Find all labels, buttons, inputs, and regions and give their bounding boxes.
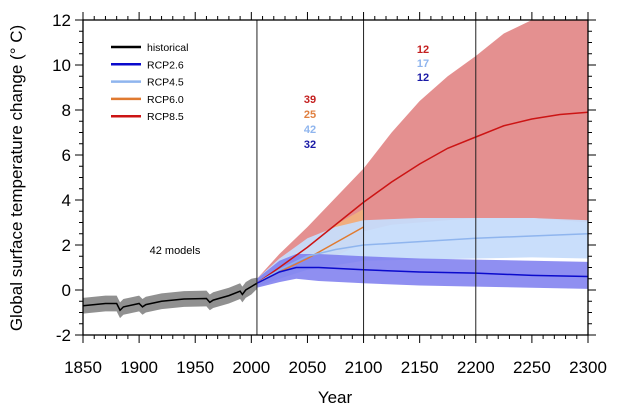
model-count: 39: [304, 94, 316, 106]
model-count-annotations: 39 25 42 32 12 17 12: [304, 44, 429, 151]
axis-ticks: 1850 1900 1950 2000 2050 2100 2150 2200 2250 2300…: [52, 11, 607, 377]
x-tick-label: 2250: [513, 358, 551, 377]
period-dividers: [256, 20, 477, 335]
legend: historical RCP2.6 RCP4.5 RCP6.0 RCP8.5: [111, 42, 188, 123]
legend-label: RCP4.5: [147, 77, 184, 89]
historical-models-annotation: 42 models: [150, 245, 201, 257]
y-tick-label: 0: [62, 281, 71, 300]
line-historical: [82, 282, 258, 312]
x-tick-label: 2000: [232, 358, 270, 377]
x-axis-label: Year: [318, 388, 353, 407]
y-tick-label: 10: [52, 56, 71, 75]
x-tick-label: 2050: [289, 358, 327, 377]
legend-label: RCP8.5: [147, 111, 184, 123]
x-tick-label: 2200: [457, 358, 495, 377]
y-tick-label: -2: [56, 326, 71, 345]
band-rcp85: [256, 20, 588, 287]
band-historical: [83, 277, 257, 319]
x-tick-label: 2100: [345, 358, 383, 377]
model-count: 32: [304, 139, 316, 151]
line-rcp85: [256, 111, 589, 284]
model-count: 12: [417, 72, 429, 84]
band-rcp45: [256, 218, 588, 287]
y-tick-label: 12: [52, 11, 71, 30]
legend-label: RCP6.0: [147, 94, 184, 106]
x-tick-label: 1850: [64, 358, 102, 377]
x-tick-label: 1950: [176, 358, 214, 377]
x-tick-label: 1900: [120, 358, 158, 377]
legend-label: RCP2.6: [147, 59, 184, 71]
x-tick-label: 2300: [569, 358, 607, 377]
y-tick-label: 4: [62, 191, 71, 210]
y-axis-label: Global surface temperature change (° C): [7, 25, 26, 331]
model-count: 25: [304, 109, 316, 121]
y-tick-label: 6: [62, 146, 71, 165]
model-count: 42: [304, 124, 316, 136]
model-count: 12: [417, 44, 429, 56]
model-count: 17: [417, 58, 429, 70]
y-tick-label: 8: [62, 101, 71, 120]
y-tick-label: 2: [62, 236, 71, 255]
legend-label: historical: [147, 42, 188, 54]
x-tick-label: 2150: [401, 358, 439, 377]
